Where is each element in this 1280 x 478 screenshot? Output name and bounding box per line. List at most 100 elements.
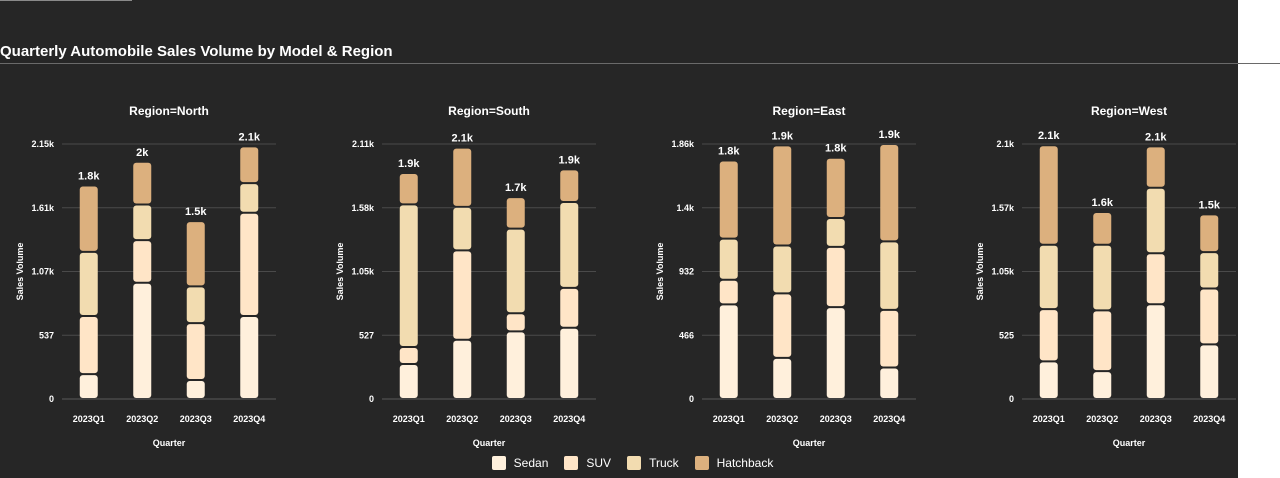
bar-segment-suv	[240, 213, 259, 315]
legend-label-hatchback: Hatchback	[716, 456, 774, 470]
bar-segment-suv	[133, 241, 152, 282]
x-axis-label: Quarter	[473, 438, 506, 448]
title-divider	[0, 63, 1280, 64]
y-tick-label: 2.11k	[352, 139, 375, 149]
legend-item-truck[interactable]: Truck	[627, 456, 679, 470]
panel-title: Region=North	[129, 104, 209, 118]
legend-swatch-sedan	[491, 456, 506, 470]
y-tick-label: 0	[1009, 394, 1014, 404]
legend-item-hatchback[interactable]: Hatchback	[694, 456, 774, 470]
bar-segment-truck	[506, 229, 525, 313]
panel-3: Region=East 0 466 932 1.4k 1.86k Sales Volume Q…	[655, 104, 916, 448]
chart-title: Quarterly Automobile Sales Volume by Mod…	[0, 43, 393, 60]
bar-segment-truck	[1093, 245, 1112, 310]
bar-segment-truck	[186, 287, 205, 323]
legend-swatch-truck	[627, 456, 642, 470]
bar-segment-suv	[1039, 310, 1058, 361]
panel-title: Region=West	[1091, 104, 1167, 118]
top-scrollbar-strip	[0, 0, 132, 1]
bar-segment-truck	[133, 205, 152, 240]
y-tick-label: 1.05k	[351, 267, 375, 277]
bar-segment-sedan	[506, 332, 525, 398]
x-tick-label: 2023Q2	[446, 414, 478, 424]
y-tick-label: 527	[359, 330, 374, 340]
total-label: 1.5k	[185, 206, 207, 218]
bar-segment-truck	[560, 203, 579, 287]
bar-segment-suv	[773, 294, 792, 357]
x-tick-label: 2023Q2	[126, 414, 158, 424]
x-tick-label: 2023Q3	[500, 414, 532, 424]
x-tick-label: 2023Q3	[1140, 414, 1172, 424]
y-tick-label: 2.15k	[31, 139, 55, 149]
legend-item-sedan[interactable]: Sedan	[491, 456, 548, 470]
legend-label-truck: Truck	[649, 456, 679, 470]
bar-segment-truck	[1039, 245, 1058, 309]
bar-segment-sedan	[1093, 372, 1112, 398]
bar-segment-sedan	[719, 305, 738, 398]
bar-segment-suv	[826, 247, 845, 307]
x-tick-label: 2023Q1	[1033, 414, 1065, 424]
bar-segment-sedan	[560, 328, 579, 398]
y-axis-label: Sales Volume	[15, 243, 25, 301]
bar-segment-truck	[240, 184, 259, 212]
bar-segment-truck	[399, 205, 418, 347]
legend-swatch-hatchback	[694, 456, 709, 470]
total-label: 1.9k	[398, 158, 420, 170]
bar-segment-sedan	[79, 375, 98, 398]
y-tick-label: 0	[49, 394, 54, 404]
total-label: 1.9k	[879, 129, 901, 141]
bar-segment-hatchback	[1093, 213, 1112, 244]
total-label: 2.1k	[239, 131, 261, 143]
y-tick-label: 1.58k	[351, 203, 375, 213]
y-tick-label: 1.57k	[991, 203, 1015, 213]
y-tick-label: 1.86k	[671, 139, 695, 149]
faceted-bar-chart: Region=North 0 537 1.07k 1.61k 2.15k Sales Vol…	[15, 104, 1236, 448]
bar-segment-truck	[826, 219, 845, 246]
bar-segment-sedan	[826, 308, 845, 398]
x-tick-label: 2023Q2	[1086, 414, 1118, 424]
bar-segment-hatchback	[240, 147, 259, 183]
bar-segment-sedan	[880, 368, 899, 398]
y-tick-label: 1.05k	[991, 267, 1015, 277]
x-axis-label: Quarter	[153, 438, 186, 448]
total-label: 1.9k	[772, 130, 794, 142]
legend-swatch-suv	[564, 456, 579, 470]
x-tick-label: 2023Q1	[73, 414, 105, 424]
total-label: 1.9k	[559, 154, 581, 166]
x-tick-label: 2023Q2	[766, 414, 798, 424]
bar-segment-suv	[560, 288, 579, 327]
total-label: 1.5k	[1199, 199, 1221, 211]
bar-segment-suv	[186, 324, 205, 380]
bar-segment-hatchback	[399, 174, 418, 204]
total-label: 2.1k	[1145, 131, 1167, 143]
bar-segment-truck	[773, 246, 792, 293]
x-tick-label: 2023Q4	[873, 414, 905, 424]
x-tick-label: 2023Q1	[713, 414, 745, 424]
y-tick-label: 1.61k	[31, 203, 55, 213]
legend-item-suv[interactable]: SUV	[564, 456, 611, 470]
bar-segment-truck	[1200, 253, 1219, 288]
x-axis-label: Quarter	[793, 438, 826, 448]
legend-label-suv: SUV	[586, 456, 612, 470]
x-tick-label: 2023Q4	[233, 414, 265, 424]
y-tick-label: 525	[999, 330, 1014, 340]
x-tick-label: 2023Q4	[1193, 414, 1225, 424]
total-label: 2k	[136, 147, 149, 159]
y-axis-label: Sales Volume	[655, 243, 665, 301]
panel-1: Region=North 0 537 1.07k 1.61k 2.15k Sales Vol…	[15, 104, 276, 448]
bar-segment-truck	[453, 207, 472, 250]
bar-segment-suv	[1200, 289, 1219, 344]
bar-segment-suv	[880, 310, 899, 367]
bar-segment-hatchback	[1146, 147, 1165, 187]
bar-segment-truck	[1146, 188, 1165, 253]
y-tick-label: 0	[689, 394, 694, 404]
y-tick-label: 2.1k	[996, 139, 1015, 149]
x-tick-label: 2023Q3	[180, 414, 212, 424]
bar-segment-sedan	[453, 340, 472, 398]
bar-segment-suv	[79, 316, 98, 374]
bar-segment-hatchback	[826, 158, 845, 218]
y-tick-label: 932	[679, 267, 694, 277]
bar-segment-truck	[880, 242, 899, 309]
y-tick-label: 1.4k	[676, 203, 695, 213]
panel-4: Region=West 0 525 1.05k 1.57k 2.1k Sales Volum…	[975, 104, 1236, 448]
